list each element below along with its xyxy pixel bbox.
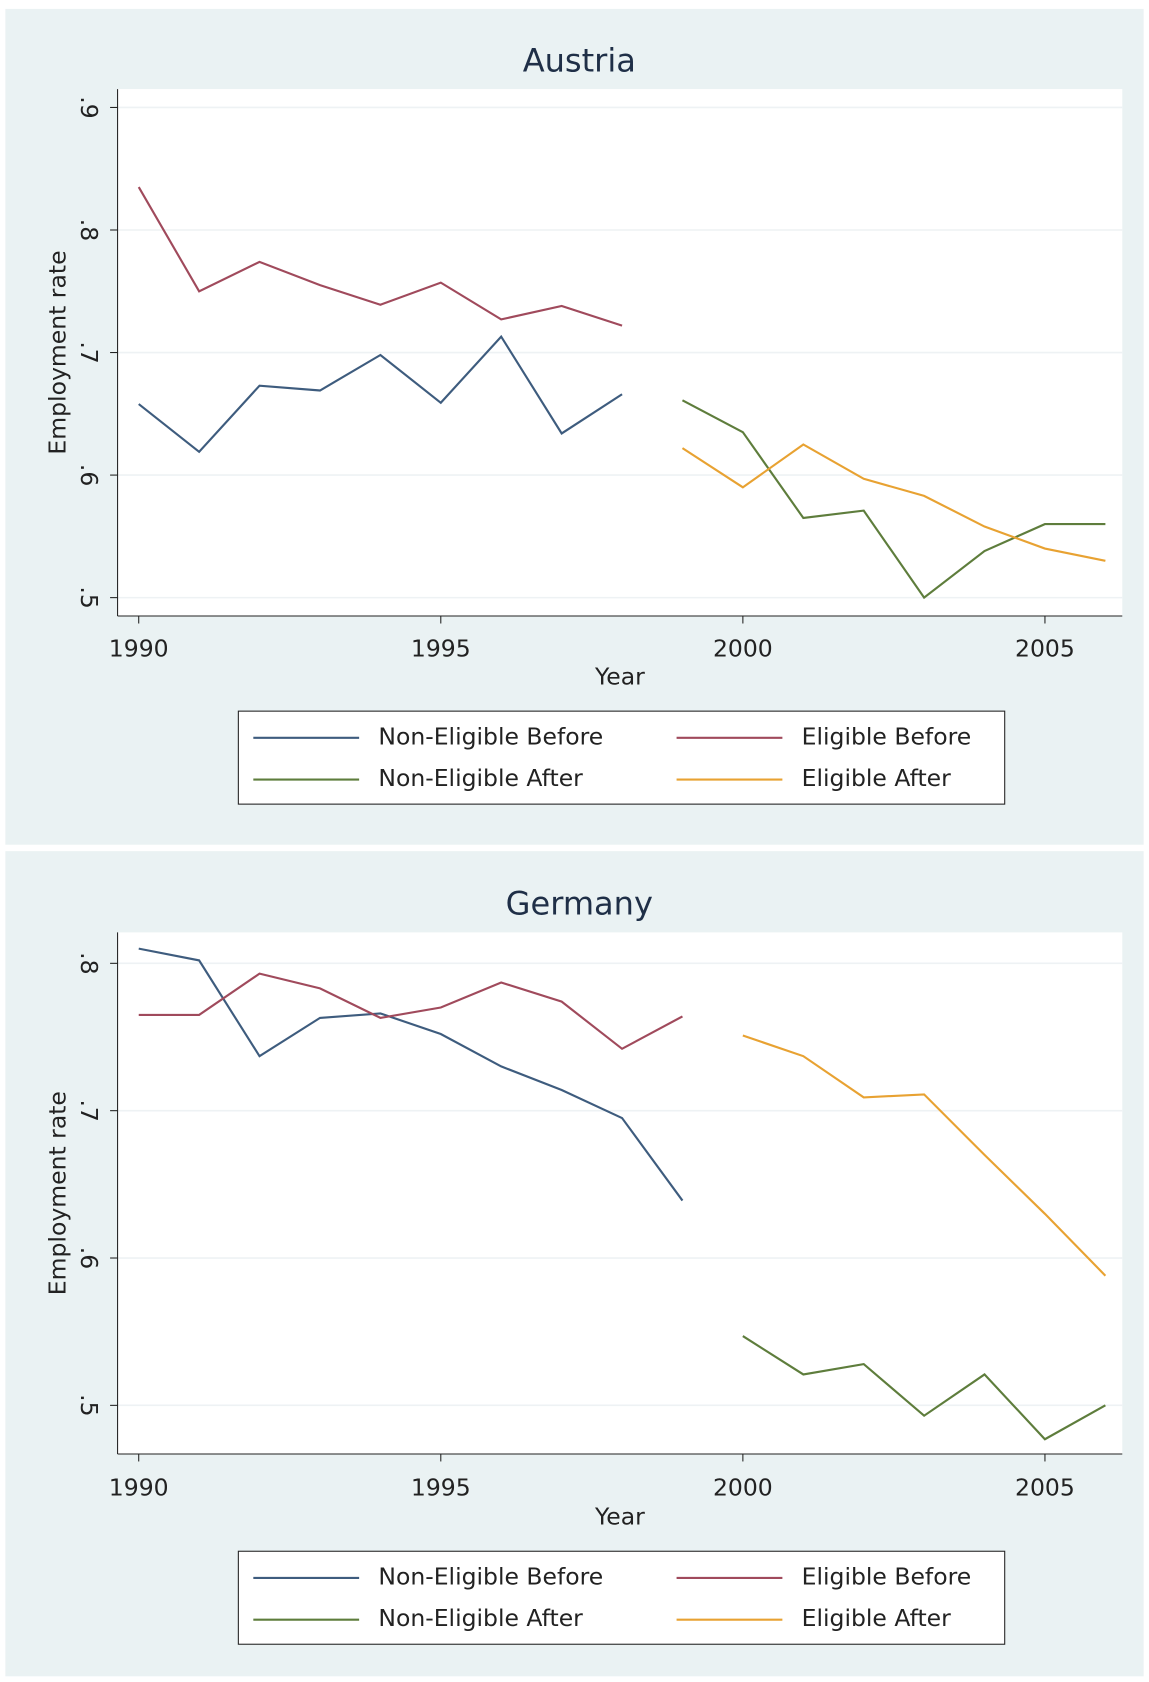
y-tick-label: .6 bbox=[75, 1247, 103, 1269]
y-tick-label: .9 bbox=[75, 96, 103, 118]
y-axis-label: Employment rate bbox=[43, 1091, 71, 1295]
series-line bbox=[138, 947, 684, 1202]
y-tick-label: .5 bbox=[75, 1394, 103, 1416]
x-tick-label: 2005 bbox=[1015, 1474, 1075, 1502]
y-tick-label: .5 bbox=[75, 586, 103, 608]
y-tick-label: .7 bbox=[75, 341, 103, 363]
series-line bbox=[138, 334, 623, 454]
x-tick-label: 1990 bbox=[109, 635, 169, 663]
series-line bbox=[681, 443, 1106, 562]
series-line bbox=[742, 1034, 1107, 1277]
x-tick-label: 1990 bbox=[109, 1474, 169, 1502]
x-tick-label: 1995 bbox=[411, 635, 471, 663]
plot-area bbox=[117, 932, 1123, 1454]
series-line bbox=[137, 186, 623, 327]
x-tick-label: 1995 bbox=[411, 1474, 471, 1502]
series-line bbox=[681, 399, 1106, 600]
series-line bbox=[742, 1335, 1106, 1441]
chart-title: Austria bbox=[523, 41, 636, 79]
x-axis-label: Year bbox=[594, 663, 645, 691]
legend-label: Eligible After bbox=[802, 1604, 951, 1632]
legend-label: Non-Eligible Before bbox=[378, 722, 603, 750]
y-tick-label: .7 bbox=[75, 1099, 103, 1121]
y-tick-label: .8 bbox=[75, 219, 103, 241]
legend-label: Eligible After bbox=[802, 764, 951, 792]
legend-box bbox=[237, 1550, 1006, 1645]
legend-label: Eligible Before bbox=[802, 722, 972, 750]
x-tick-label: 2005 bbox=[1015, 635, 1075, 663]
y-tick-label: .8 bbox=[75, 952, 103, 974]
legend-label: Non-Eligible After bbox=[378, 764, 583, 792]
legend-label: Non-Eligible After bbox=[378, 1604, 583, 1632]
y-axis-label: Employment rate bbox=[43, 250, 71, 454]
x-axis-label: Year bbox=[594, 1503, 645, 1531]
y-tick-label: .6 bbox=[75, 464, 103, 486]
x-tick-label: 2000 bbox=[713, 635, 773, 663]
legend-label: Eligible Before bbox=[802, 1562, 972, 1590]
legend-label: Non-Eligible Before bbox=[378, 1562, 603, 1590]
legend-box bbox=[237, 710, 1006, 805]
chart-title: Germany bbox=[506, 885, 653, 923]
series-line bbox=[138, 972, 683, 1051]
x-tick-label: 2000 bbox=[713, 1474, 773, 1502]
